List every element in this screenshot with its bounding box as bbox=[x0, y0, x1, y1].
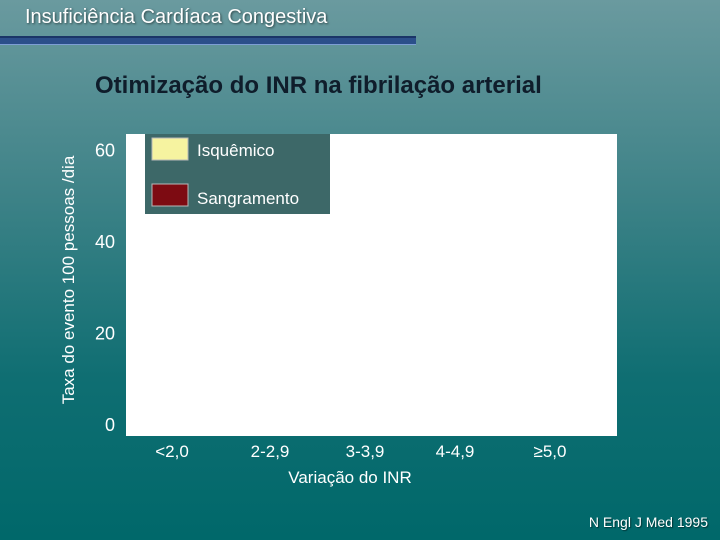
title-underline bbox=[0, 36, 416, 45]
x-category-label: <2,0 bbox=[155, 442, 189, 461]
y-axis-label: Taxa do evento 100 pessoas /dia bbox=[59, 155, 78, 404]
y-axis-ticks: 0 20 40 60 bbox=[95, 140, 115, 435]
source-citation: N Engl J Med 1995 bbox=[588, 514, 708, 530]
slide-title: Insuficiência Cardíaca Congestiva bbox=[25, 6, 328, 28]
chart-subtitle: Otimização do INR na fibrilação arterial bbox=[95, 72, 542, 99]
y-tick-label: 0 bbox=[105, 415, 115, 435]
legend-swatch-sangramento bbox=[151, 183, 189, 207]
legend-label-sangramento: Sangramento bbox=[197, 189, 299, 208]
y-tick-label: 20 bbox=[95, 323, 115, 343]
legend-label-isquemico: Isquêmico bbox=[197, 141, 274, 160]
y-tick-label: 40 bbox=[95, 232, 115, 252]
x-category-label: 3-3,9 bbox=[346, 442, 385, 461]
x-category-label: ≥5,0 bbox=[534, 442, 567, 461]
y-tick-label: 60 bbox=[95, 140, 115, 160]
legend: Isquêmico Sangramento bbox=[145, 134, 330, 214]
x-category-label: 4-4,9 bbox=[436, 442, 475, 461]
x-category-label: 2-2,9 bbox=[251, 442, 290, 461]
x-axis-categories: <2,0 2-2,9 3-3,9 4-4,9 ≥5,0 bbox=[155, 442, 566, 461]
legend-swatch-isquemico bbox=[151, 137, 189, 161]
x-axis-label: Variação do INR bbox=[288, 468, 411, 487]
